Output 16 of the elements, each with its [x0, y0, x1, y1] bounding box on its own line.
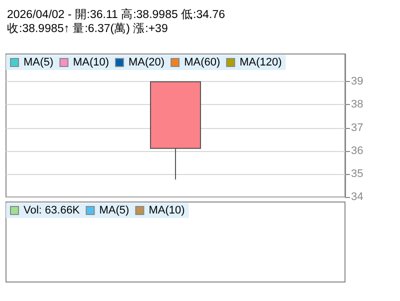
chart-title: 2026/04/02 - 開:36.11 高:38.9985 低:34.76	[7, 7, 226, 21]
legend-label: MA(60)	[184, 56, 220, 68]
legend-label: MA(5)	[24, 56, 54, 68]
y-tick-label: 35	[351, 168, 364, 180]
legend-label: MA(20)	[128, 56, 165, 68]
legend-label: MA(10)	[72, 56, 110, 68]
y-tick-label: 36	[351, 144, 364, 157]
chart-subtitle: 收:38.9985↑ 量:6.37(萬) 漲:+39	[7, 22, 168, 35]
y-tick-label: 37	[351, 122, 364, 134]
y-tick-label: 34	[351, 191, 364, 203]
legend-label: Vol: 63.66K	[24, 204, 80, 216]
legend-label: MA(120)	[240, 56, 282, 68]
legend-label: MA(5)	[99, 204, 130, 216]
legend-label: MA(10)	[148, 204, 185, 216]
y-tick-label: 38	[351, 98, 364, 111]
y-tick-label: 39	[351, 76, 364, 88]
